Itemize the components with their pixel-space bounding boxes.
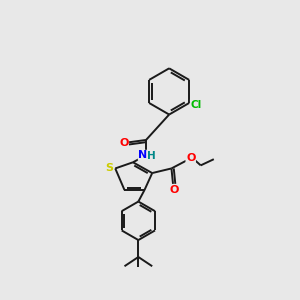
Text: O: O [119,138,128,148]
Text: O: O [186,153,195,164]
Text: O: O [170,185,179,195]
Text: Cl: Cl [190,100,202,110]
Text: S: S [105,163,113,173]
Text: N: N [138,150,148,160]
Text: H: H [147,151,156,161]
